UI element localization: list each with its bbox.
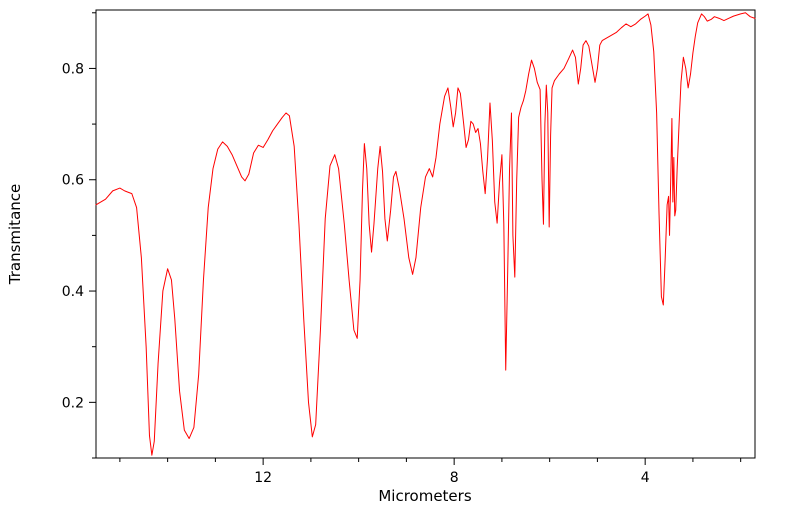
ir-transmittance-spectrum	[95, 12, 756, 456]
y-tick-label: 0.4	[62, 284, 84, 300]
x-tick-label: 12	[254, 470, 272, 486]
chart-plot-area: 12 8 4 0.2 0.4 0.6 0.8	[62, 9, 756, 486]
y-axis-label: Transmitance	[6, 184, 24, 285]
x-tick-label: 8	[450, 470, 459, 486]
y-tick-label: 0.2	[62, 395, 84, 411]
x-axis-label: Micrometers	[378, 487, 471, 505]
plot-frame	[95, 9, 756, 459]
y-tick-label: 0.8	[62, 61, 84, 77]
x-tick-label: 4	[641, 470, 650, 486]
y-tick-label: 0.6	[62, 173, 84, 189]
